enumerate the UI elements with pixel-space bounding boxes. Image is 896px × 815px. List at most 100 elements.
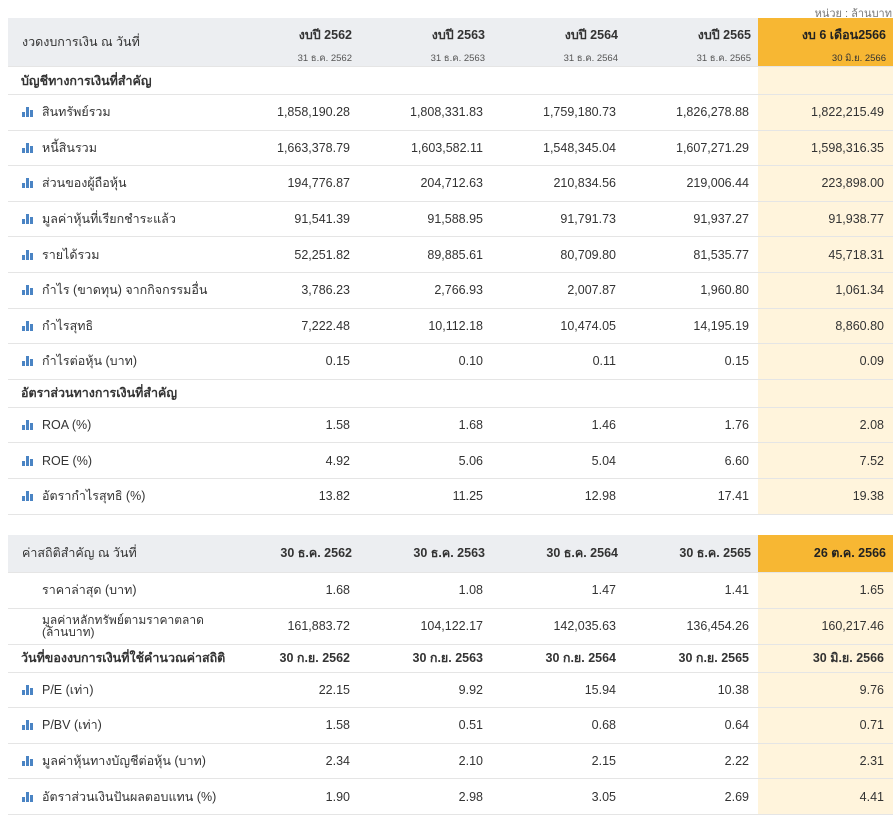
cell-value: 9.76: [758, 672, 893, 709]
bar-chart-icon[interactable]: [22, 142, 33, 153]
bar-chart-icon[interactable]: [22, 249, 33, 260]
cell-value: 5.04: [492, 442, 625, 479]
section-title: บัญชีทางการเงินที่สำคัญ: [8, 66, 226, 95]
cell-value: 1,598,316.35: [758, 130, 893, 167]
cell-value: 1,607,271.29: [625, 130, 758, 167]
table-row: มูลค่าหุ้นทางบัญชีต่อหุ้น (บาท) 2.34 2.10 2…: [8, 743, 893, 780]
row-label[interactable]: สินทรัพย์รวม: [8, 94, 226, 131]
bar-chart-icon[interactable]: [22, 285, 33, 296]
row-label[interactable]: หนี้สินรวม: [8, 130, 226, 167]
cell-value: 14,195.19: [625, 308, 758, 345]
row-label[interactable]: ROA (%): [8, 407, 226, 444]
cell-value: 17.41: [625, 478, 758, 515]
cell-value: 2.22: [625, 743, 758, 780]
bar-chart-icon[interactable]: [22, 491, 33, 502]
cell-value: 1.90: [226, 778, 359, 815]
bar-chart-icon[interactable]: [22, 178, 33, 189]
cell-value: 9.92: [359, 672, 492, 709]
cell-value: 30 ก.ย. 2562: [226, 644, 359, 673]
cell-value: 0.51: [359, 707, 492, 744]
cell-value: 2.98: [359, 778, 492, 815]
table-row: P/E (เท่า) 22.15 9.92 15.94 10.38 9.76: [8, 672, 893, 709]
table-row: รายได้รวม 52,251.82 89,885.61 80,709.80 81,5…: [8, 236, 893, 273]
row-label[interactable]: รายได้รวม: [8, 236, 226, 273]
bar-chart-icon[interactable]: [22, 214, 33, 225]
cell-value: 1.58: [226, 407, 359, 444]
cell-value: 136,454.26: [625, 608, 758, 645]
bar-chart-icon[interactable]: [22, 684, 33, 695]
table-row: กำไรสุทธิ 7,222.48 10,112.18 10,474.05 14,19…: [8, 308, 893, 345]
cell-value: 161,883.72: [226, 608, 359, 645]
col-header: งบปี 2564 31 ธ.ค. 2564: [492, 18, 625, 67]
cell-value: 91,541.39: [226, 201, 359, 238]
bar-chart-icon[interactable]: [22, 791, 33, 802]
bar-chart-icon[interactable]: [22, 107, 33, 118]
cell-value: 45,718.31: [758, 236, 893, 273]
row-label[interactable]: ROE (%): [8, 442, 226, 479]
row-label[interactable]: กำไรสุทธิ: [8, 308, 226, 345]
statistics-header-row: ค่าสถิติสำคัญ ณ วันที่ 30 ธ.ค. 2562 30 ธ…: [8, 535, 893, 573]
table-row: ส่วนของผู้ถือหุ้น 194,776.87 204,712.63 210…: [8, 165, 893, 202]
table-row: กำไร (ขาดทุน) จากกิจกรรมอื่น 3,786.23 2,76…: [8, 272, 893, 309]
cell-value: 0.71: [758, 707, 893, 744]
row-label[interactable]: อัตราส่วนเงินปันผลตอบแทน (%): [8, 778, 226, 815]
cell-value: 1,061.34: [758, 272, 893, 309]
cell-value: 7,222.48: [226, 308, 359, 345]
cell-value: 4.41: [758, 778, 893, 815]
cell-value: 204,712.63: [359, 165, 492, 202]
table-row: มูลค่าหลักทรัพย์ตามราคาตลาด (ล้านบาท) 161…: [8, 608, 893, 645]
row-label[interactable]: กำไร (ขาดทุน) จากกิจกรรมอื่น: [8, 272, 226, 309]
row-label: มูลค่าหลักทรัพย์ตามราคาตลาด (ล้านบาท): [8, 608, 226, 645]
table-row: สินทรัพย์รวม 1,858,190.28 1,808,331.83 1,75…: [8, 94, 893, 131]
financial-statements-table: งวดงบการเงิน ณ วันที่ งบปี 2562 31 ธ.ค. 2…: [8, 18, 893, 515]
cell-value: 0.68: [492, 707, 625, 744]
bar-chart-icon[interactable]: [22, 455, 33, 466]
bar-chart-icon[interactable]: [22, 320, 33, 331]
cell-value: 2.69: [625, 778, 758, 815]
statistics-label-header: ค่าสถิติสำคัญ ณ วันที่: [8, 535, 226, 573]
cell-value: 30 ก.ย. 2563: [359, 644, 492, 673]
row-label[interactable]: มูลค่าหุ้นทางบัญชีต่อหุ้น (บาท): [8, 743, 226, 780]
cell-value: 81,535.77: [625, 236, 758, 273]
cell-value: 0.15: [226, 343, 359, 380]
row-label[interactable]: อัตรากำไรสุทธิ (%): [8, 478, 226, 515]
cell-value: 194,776.87: [226, 165, 359, 202]
row-label[interactable]: กำไรต่อหุ้น (บาท): [8, 343, 226, 380]
table-row: วันที่ของงบการเงินที่ใช้คำนวณค่าสถิติ 30 …: [8, 644, 893, 673]
bar-chart-icon[interactable]: [22, 420, 33, 431]
cell-value: 91,937.27: [625, 201, 758, 238]
cell-value: 0.15: [625, 343, 758, 380]
cell-value: 1,826,278.88: [625, 94, 758, 131]
row-label[interactable]: มูลค่าหุ้นที่เรียกชำระแล้ว: [8, 201, 226, 238]
cell-value: 12.98: [492, 478, 625, 515]
cell-value: 2.15: [492, 743, 625, 780]
table-row: P/BV (เท่า) 1.58 0.51 0.68 0.64 0.71: [8, 707, 893, 744]
col-header-highlight: 26 ต.ค. 2566: [758, 535, 893, 573]
financials-label-header: งวดงบการเงิน ณ วันที่: [8, 18, 226, 67]
bar-chart-icon[interactable]: [22, 720, 33, 731]
cell-value: 219,006.44: [625, 165, 758, 202]
cell-value: 1.65: [758, 572, 893, 609]
cell-value: 0.64: [625, 707, 758, 744]
section-header: อัตราส่วนทางการเงินที่สำคัญ: [8, 379, 893, 408]
cell-value: 1,960.80: [625, 272, 758, 309]
row-label[interactable]: P/E (เท่า): [8, 672, 226, 709]
col-header-highlight: งบ 6 เดือน2566 30 มิ.ย. 2566: [758, 18, 893, 67]
cell-value: 1,548,345.04: [492, 130, 625, 167]
cell-value: 2.31: [758, 743, 893, 780]
row-label[interactable]: ส่วนของผู้ถือหุ้น: [8, 165, 226, 202]
cell-value: 30 ก.ย. 2565: [625, 644, 758, 673]
cell-value: 1,858,190.28: [226, 94, 359, 131]
cell-value: 91,588.95: [359, 201, 492, 238]
section-header: บัญชีทางการเงินที่สำคัญ: [8, 66, 893, 95]
bar-chart-icon[interactable]: [22, 755, 33, 766]
row-label[interactable]: P/BV (เท่า): [8, 707, 226, 744]
bar-chart-icon[interactable]: [22, 356, 33, 367]
cell-value: 2.10: [359, 743, 492, 780]
table-row: ROA (%) 1.58 1.68 1.46 1.76 2.08: [8, 407, 893, 444]
cell-value: 2.08: [758, 407, 893, 444]
cell-value: 7.52: [758, 442, 893, 479]
cell-value: 1,808,331.83: [359, 94, 492, 131]
cell-value: 80,709.80: [492, 236, 625, 273]
col-header: 30 ธ.ค. 2565: [625, 535, 758, 573]
